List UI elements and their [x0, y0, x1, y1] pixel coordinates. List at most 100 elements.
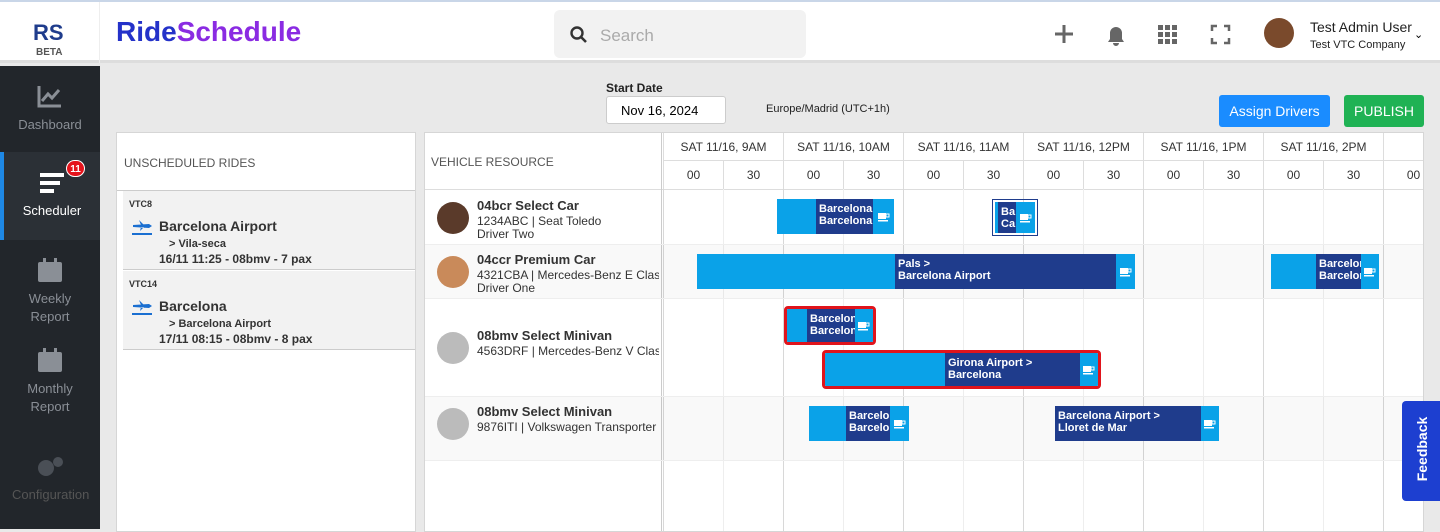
unscheduled-panel: UNSCHEDULED RIDES VTC8 Barcelona Airport >… [116, 132, 416, 532]
ride-label: Girona Airport > Barcelona [945, 353, 1080, 386]
minute-label: 30 [1323, 161, 1383, 189]
ride-block[interactable]: Barcelona Airport > Lloret de Mar [1055, 406, 1219, 441]
ride-line-1: Barcelona [1319, 258, 1361, 270]
ride-segment [995, 202, 998, 233]
hour-label: SAT 11/16, 9AM [663, 133, 783, 161]
hour-label: SAT 11/16, 12PM [1023, 133, 1143, 161]
ride-line-2: Barcelona Airport [898, 270, 991, 282]
nav-item[interactable]: Weekly Report [0, 240, 100, 326]
sidebar: Dashboard Scheduler 11 Weekly Report Monthly… [0, 66, 100, 529]
ride-label: Ba Ca [998, 202, 1016, 233]
nav-icon [38, 348, 62, 372]
feedback-label: Feedback [1414, 416, 1430, 482]
vehicle-row: 04bcr Select Car 1234ABC | Seat Toledo Dri… [425, 191, 1423, 245]
plane-icon [132, 300, 152, 315]
header-icons [1055, 24, 1231, 46]
feedback-tab[interactable]: Feedback [1402, 401, 1440, 501]
nav-label: Monthly Report [27, 381, 73, 414]
grid-line [1383, 189, 1384, 531]
publish-button[interactable]: PUBLISH [1344, 95, 1424, 127]
vehicle-details: 4563DRF | Mercedes-Benz V Class [477, 344, 659, 358]
driver-name: Driver One [477, 281, 536, 295]
nav-label: Scheduler [22, 203, 82, 218]
nav-icon [40, 173, 64, 193]
hour-label: SAT 11/16, 2PM [1263, 133, 1383, 161]
divider [425, 189, 1423, 190]
ride-line-1: Barcelona [810, 313, 855, 325]
ride-line-2: Barcelona [849, 422, 890, 434]
ride-block[interactable]: Girona Airport > Barcelona [822, 350, 1101, 389]
brand: RideSchedule [116, 16, 301, 48]
grid-line [1323, 189, 1324, 531]
coffee-icon [1019, 213, 1031, 222]
nav-icon [37, 86, 61, 108]
start-date-label: Start Date [606, 81, 663, 95]
brand-first: Ride [116, 16, 177, 47]
nav-item[interactable]: Monthly Report [0, 326, 100, 436]
vehicle-row: 08bmv Select Minivan 9876ITI | Volkswagen… [425, 397, 1423, 461]
ride-block[interactable]: Ba Ca [992, 199, 1038, 236]
minute-label: 00 [663, 161, 723, 189]
plane-icon [132, 220, 152, 235]
vehicle-details: 4321CBA | Mercedes-Benz E Class [477, 268, 659, 282]
ride-icon [1016, 202, 1035, 233]
ride-segment [809, 406, 846, 441]
assign-drivers-button[interactable]: Assign Drivers [1219, 95, 1330, 127]
vehicle-name: 08bmv Select Minivan [477, 328, 613, 343]
ride-code: VTC8 [129, 199, 153, 209]
user-name[interactable]: Test Admin User [1310, 19, 1412, 35]
unscheduled-ride[interactable]: VTC8 Barcelona Airport > Vila-seca 16/11 11… [123, 191, 415, 270]
vehicle-details: 1234ABC | Seat Toledo [477, 214, 602, 228]
minute-label: 00 [1023, 161, 1083, 189]
nav-label: Weekly Report [28, 291, 72, 324]
nav-label: Dashboard [18, 117, 82, 132]
hour-label: SAT 11/16, 10AM [783, 133, 903, 161]
coffee-icon [1083, 365, 1095, 374]
ride-line-2: Lloret de Mar [1058, 422, 1128, 434]
divider [661, 133, 662, 531]
nav-item[interactable]: Configuration [0, 436, 100, 529]
start-date-input[interactable]: Nov 16, 2024 [606, 96, 726, 124]
ride-line-1: Pals > [898, 258, 931, 270]
ride-line-1: Barcelona [819, 203, 873, 215]
hour-label: SAT 11/16, 1PM [1143, 133, 1263, 161]
driver-avatar [437, 408, 469, 440]
nav-icon [38, 457, 63, 476]
timezone: Europe/Madrid (UTC+1h) [766, 103, 890, 115]
user-avatar[interactable] [1264, 18, 1294, 48]
user-company: Test VTC Company [1310, 39, 1406, 51]
search-box[interactable]: Search [554, 10, 806, 58]
coffee-icon [1364, 267, 1376, 276]
ride-block[interactable]: Pals > Barcelona Airport [697, 254, 1135, 289]
ride-icon [873, 199, 894, 234]
ride-from: Barcelona [159, 298, 227, 314]
minute-label: 00 [903, 161, 963, 189]
unscheduled-ride[interactable]: VTC14 Barcelona > Barcelona Airport 17/11 0… [123, 271, 415, 350]
ride-icon [1116, 254, 1135, 289]
ride-icon [1080, 353, 1098, 386]
grid-line [1263, 189, 1264, 531]
brand-second: Schedule [176, 16, 302, 47]
driver-name: Driver Two [477, 227, 535, 241]
user-caret[interactable]: ⌄ [1414, 29, 1424, 41]
ride-label: Pals > Barcelona Airport [895, 254, 1116, 289]
ride-line-2: Barcelona [1319, 270, 1361, 282]
ride-line-1: Barcelona [849, 410, 890, 422]
coffee-icon [877, 212, 889, 221]
nav-item[interactable]: Dashboard [0, 66, 100, 152]
search-placeholder: Search [600, 26, 654, 45]
timeline-panel: VEHICLE RESOURCE SAT 11/16, 9AM SAT 11/16… [424, 132, 1424, 532]
ride-segment [777, 199, 816, 234]
ride-icon [1361, 254, 1379, 289]
nav-item[interactable]: Scheduler 11 [0, 152, 100, 240]
coffee-icon [893, 419, 905, 428]
minute-label: 30 [723, 161, 783, 189]
